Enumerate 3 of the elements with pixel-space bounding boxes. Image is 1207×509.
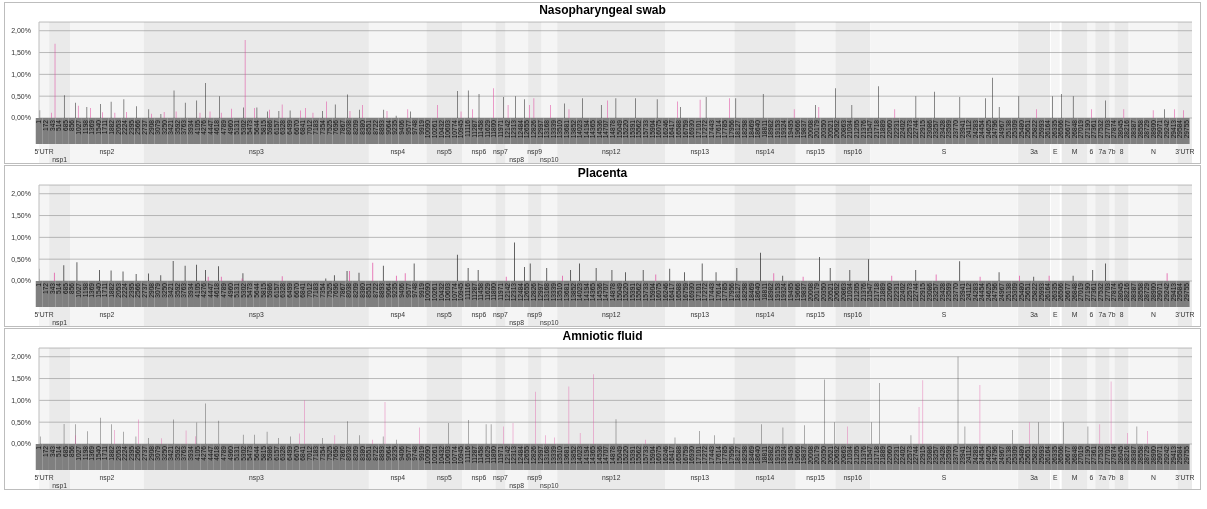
- chart-title: Amniotic fluid: [561, 329, 644, 344]
- chart-title: Placenta: [576, 166, 629, 181]
- chart-title: Nasopharyngeal swab: [538, 3, 667, 18]
